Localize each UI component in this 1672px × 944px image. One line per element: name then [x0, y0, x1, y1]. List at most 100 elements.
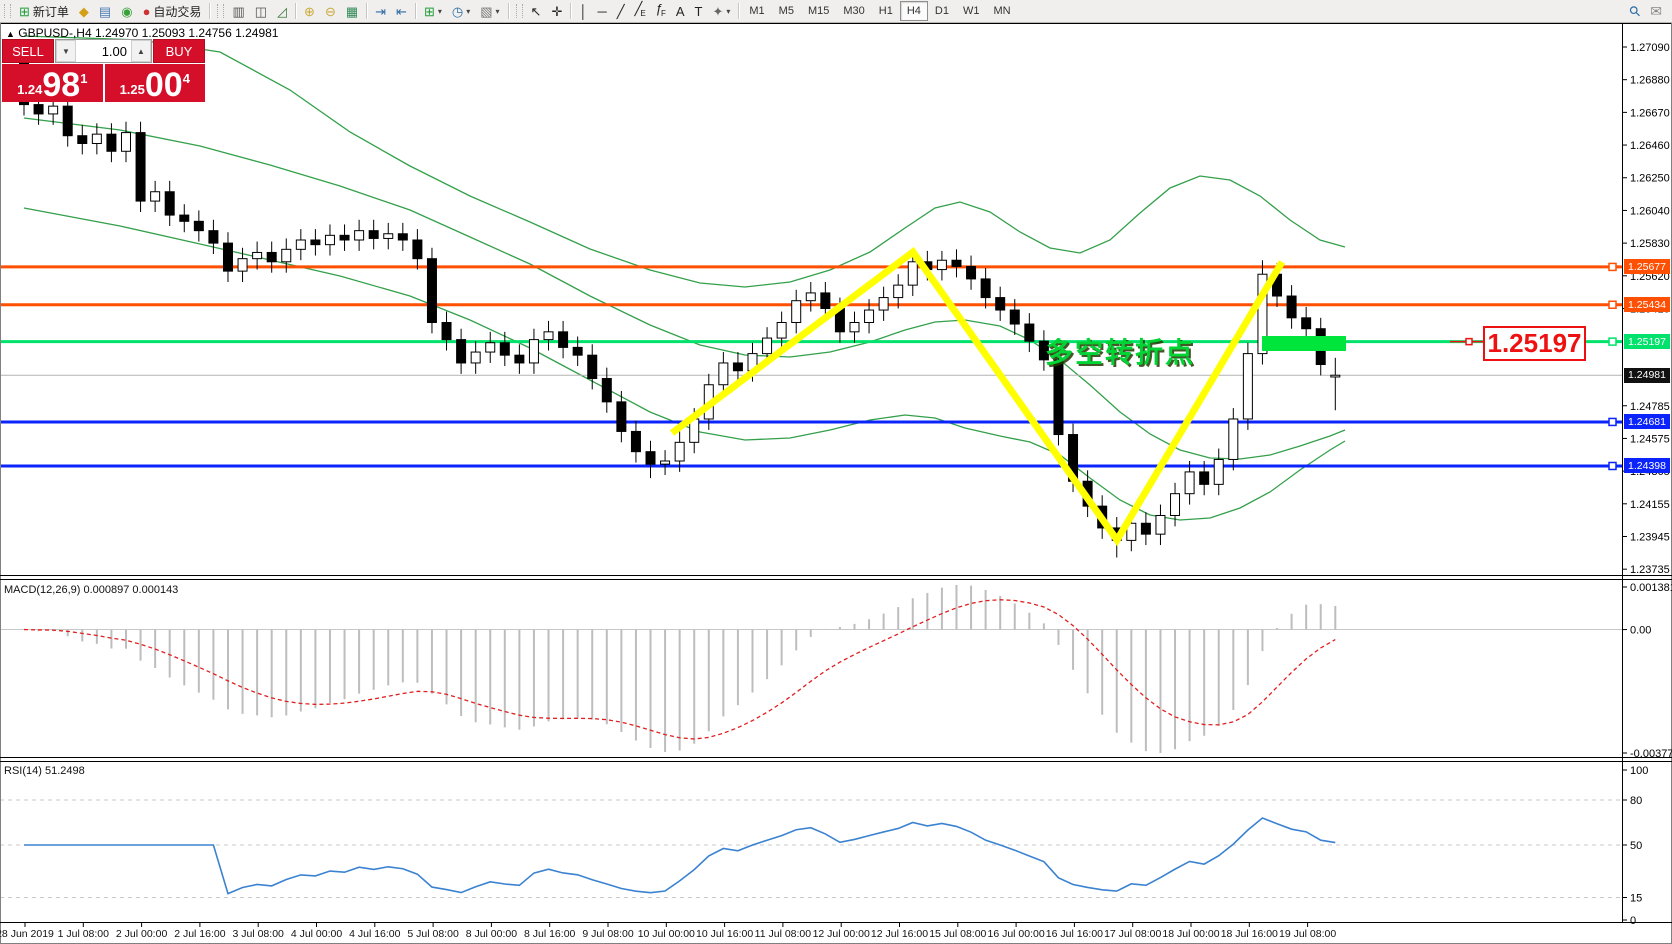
- indicators-button[interactable]: ⊞ ▾: [419, 0, 447, 22]
- time-label: 1 Jul 08:00: [57, 928, 109, 940]
- profile-button[interactable]: ▤: [94, 0, 116, 22]
- time-axis-ticks: [24, 922, 1309, 927]
- sell-button[interactable]: SELL: [2, 39, 54, 63]
- eraser-icon: ◆: [78, 3, 89, 19]
- sell-price[interactable]: 1.24 98 1: [17, 66, 88, 104]
- new-order-button[interactable]: ⊞ 新订单: [19, 3, 69, 19]
- svg-text:1.27090: 1.27090: [1630, 42, 1670, 54]
- text-button[interactable]: A: [671, 0, 690, 22]
- svg-text:1.25830: 1.25830: [1630, 238, 1670, 250]
- chat-icon[interactable]: ✉: [1650, 2, 1662, 19]
- timeframe-h1-button[interactable]: H1: [878, 5, 893, 17]
- line-chart-button[interactable]: ◿: [272, 0, 292, 22]
- time-label: 10 Jul 00:00: [637, 928, 695, 940]
- zoom-out-icon: ⊖: [324, 3, 336, 19]
- crosshair-icon: ✛: [551, 3, 563, 19]
- text-label-button[interactable]: T: [690, 0, 708, 22]
- bollinger-upper-band: [23, 35, 1346, 288]
- cursor-button[interactable]: ↖: [526, 0, 547, 22]
- time-label: 5 Jul 08:00: [407, 928, 459, 940]
- buy-price[interactable]: 1.25 00 4: [119, 66, 190, 104]
- timeframe-m5-button[interactable]: M5: [778, 5, 794, 17]
- hline-marker: [1608, 337, 1617, 346]
- shapes-button[interactable]: ✦ ▾: [707, 0, 735, 22]
- auto-scroll-button[interactable]: ⇤: [391, 0, 412, 22]
- time-label: 3 Jul 08:00: [232, 928, 284, 940]
- time-label: 19 Jul 08:00: [1278, 928, 1337, 940]
- new-order-icon: ⊞: [19, 3, 30, 19]
- templates-button[interactable]: ▧ ▾: [475, 0, 504, 22]
- macd-signal-line: [23, 599, 1336, 740]
- chevron-down-icon: ▾: [726, 6, 731, 16]
- rsi-line: [24, 817, 1336, 895]
- tile-windows-button[interactable]: ▦: [341, 0, 363, 22]
- hline-marker: [1608, 417, 1617, 427]
- bar-chart-button[interactable]: ▥: [227, 0, 249, 22]
- chevron-down-icon: ▾: [437, 6, 442, 16]
- price-divider: [102, 64, 105, 102]
- hline-marker: [1608, 262, 1617, 272]
- crosshair-button[interactable]: ✛: [546, 0, 567, 22]
- svg-text:1.23945: 1.23945: [1630, 531, 1670, 543]
- candlestick-chart-button[interactable]: ◫: [250, 0, 272, 22]
- timeframe-m30-button[interactable]: M30: [843, 5, 865, 17]
- time-label: 18 Jul 00:00: [1162, 928, 1220, 940]
- time-label: 16 Jul 00:00: [987, 928, 1045, 940]
- bollinger-bands: [23, 35, 1346, 521]
- rsi-label: RSI(14) 51.2498: [4, 765, 85, 777]
- collapse-icon[interactable]: ▲: [6, 29, 15, 39]
- horizontal-line-icon: ─: [597, 3, 607, 19]
- time-label: 28 Jun 2019: [0, 928, 54, 940]
- chart-shift-icon: ⇥: [375, 3, 387, 19]
- vertical-line-button[interactable]: │: [574, 0, 592, 22]
- svg-text:1.26250: 1.26250: [1630, 173, 1670, 185]
- timeframe-mn-button[interactable]: MN: [993, 5, 1011, 17]
- volume-input[interactable]: 1.00: [101, 43, 127, 59]
- price-badge-1.25434: 1.25434: [1624, 297, 1670, 313]
- timeframe-m1-button[interactable]: M1: [749, 5, 765, 17]
- time-label: 4 Jul 16:00: [349, 928, 401, 940]
- timeframe-m15-button[interactable]: M15: [807, 5, 830, 17]
- bollinger-middle-band: [23, 117, 1346, 460]
- timeframe-h4-button[interactable]: H4: [899, 1, 928, 21]
- timeframe-w1-button[interactable]: W1: [962, 5, 980, 17]
- zigzag-annotation[interactable]: [669, 247, 1286, 547]
- zoom-in-button[interactable]: ⊕: [299, 0, 320, 22]
- svg-text:1.26670: 1.26670: [1630, 107, 1670, 119]
- svg-text:15: 15: [1630, 893, 1642, 905]
- time-label: 12 Jul 16:00: [870, 928, 929, 940]
- fibonacci-button[interactable]: ƒF: [651, 0, 671, 22]
- tile-windows-icon: ▦: [345, 3, 359, 19]
- periods-button[interactable]: ◷ ▾: [447, 0, 475, 22]
- time-label: 8 Jul 16:00: [524, 928, 576, 940]
- time-label: 11 Jul 08:00: [754, 928, 812, 940]
- channel-button[interactable]: ╱E: [630, 0, 651, 22]
- svg-text:1.24785: 1.24785: [1630, 401, 1670, 413]
- price-axis-ticks: 1.27090 1.26880 1.26670 1.26460 1.26250 1.260…: [1622, 42, 1672, 927]
- price-badge-1.25197: 1.25197: [1624, 334, 1670, 350]
- vertical-line-icon: │: [579, 3, 588, 19]
- time-label: 12 Jul 00:00: [812, 928, 870, 940]
- price-badge-1.25677: 1.25677: [1624, 259, 1670, 275]
- turning-point-annotation[interactable]: 多空转折点: [1045, 337, 1196, 368]
- zoom-out-button[interactable]: ⊖: [320, 0, 341, 22]
- green-rect-annotation[interactable]: [1262, 336, 1346, 351]
- signals-button[interactable]: ◉: [116, 0, 137, 22]
- time-label: 9 Jul 08:00: [582, 928, 634, 940]
- trendline-button[interactable]: ╱: [612, 0, 630, 22]
- chart-shift-button[interactable]: ⇥: [370, 0, 391, 22]
- time-label: 16 Jul 16:00: [1045, 928, 1103, 940]
- volume-down-button[interactable]: ▼: [56, 40, 76, 62]
- volume-up-button[interactable]: ▲: [131, 40, 151, 62]
- price-callout-box[interactable]: 1.25197: [1483, 326, 1586, 361]
- autotrade-button[interactable]: ● 自动交易: [142, 3, 202, 19]
- eraser-button[interactable]: ◆: [74, 0, 94, 22]
- frame: [0, 23, 1672, 944]
- horizontal-line-button[interactable]: ─: [592, 0, 611, 22]
- buy-button[interactable]: BUY: [153, 39, 205, 63]
- templates-icon: ▧: [480, 3, 493, 19]
- timeframe-d1-button[interactable]: D1: [934, 5, 949, 17]
- chevron-down-icon: ▾: [466, 6, 471, 16]
